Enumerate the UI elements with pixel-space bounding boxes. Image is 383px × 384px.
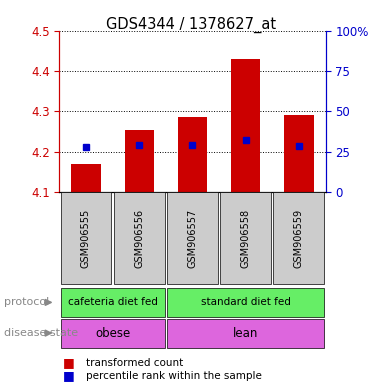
Text: GSM906557: GSM906557 xyxy=(187,209,198,268)
Text: GSM906556: GSM906556 xyxy=(134,209,144,268)
Text: lean: lean xyxy=(233,327,259,339)
Text: cafeteria diet fed: cafeteria diet fed xyxy=(68,297,157,308)
Text: transformed count: transformed count xyxy=(86,358,183,368)
Text: GSM906555: GSM906555 xyxy=(81,209,91,268)
Bar xyxy=(178,118,207,192)
Bar xyxy=(231,59,260,192)
Bar xyxy=(124,129,154,192)
Text: obese: obese xyxy=(95,327,130,339)
Text: ■: ■ xyxy=(63,356,75,369)
Text: disease state: disease state xyxy=(4,328,78,338)
Text: standard diet fed: standard diet fed xyxy=(201,297,291,308)
Text: ■: ■ xyxy=(63,369,75,382)
Text: protocol: protocol xyxy=(4,297,49,308)
Text: percentile rank within the sample: percentile rank within the sample xyxy=(86,371,262,381)
Text: GSM906559: GSM906559 xyxy=(294,209,304,268)
Bar xyxy=(71,164,101,192)
Bar xyxy=(284,115,314,192)
Text: GSM906558: GSM906558 xyxy=(241,209,251,268)
Text: GDS4344 / 1378627_at: GDS4344 / 1378627_at xyxy=(106,17,277,33)
